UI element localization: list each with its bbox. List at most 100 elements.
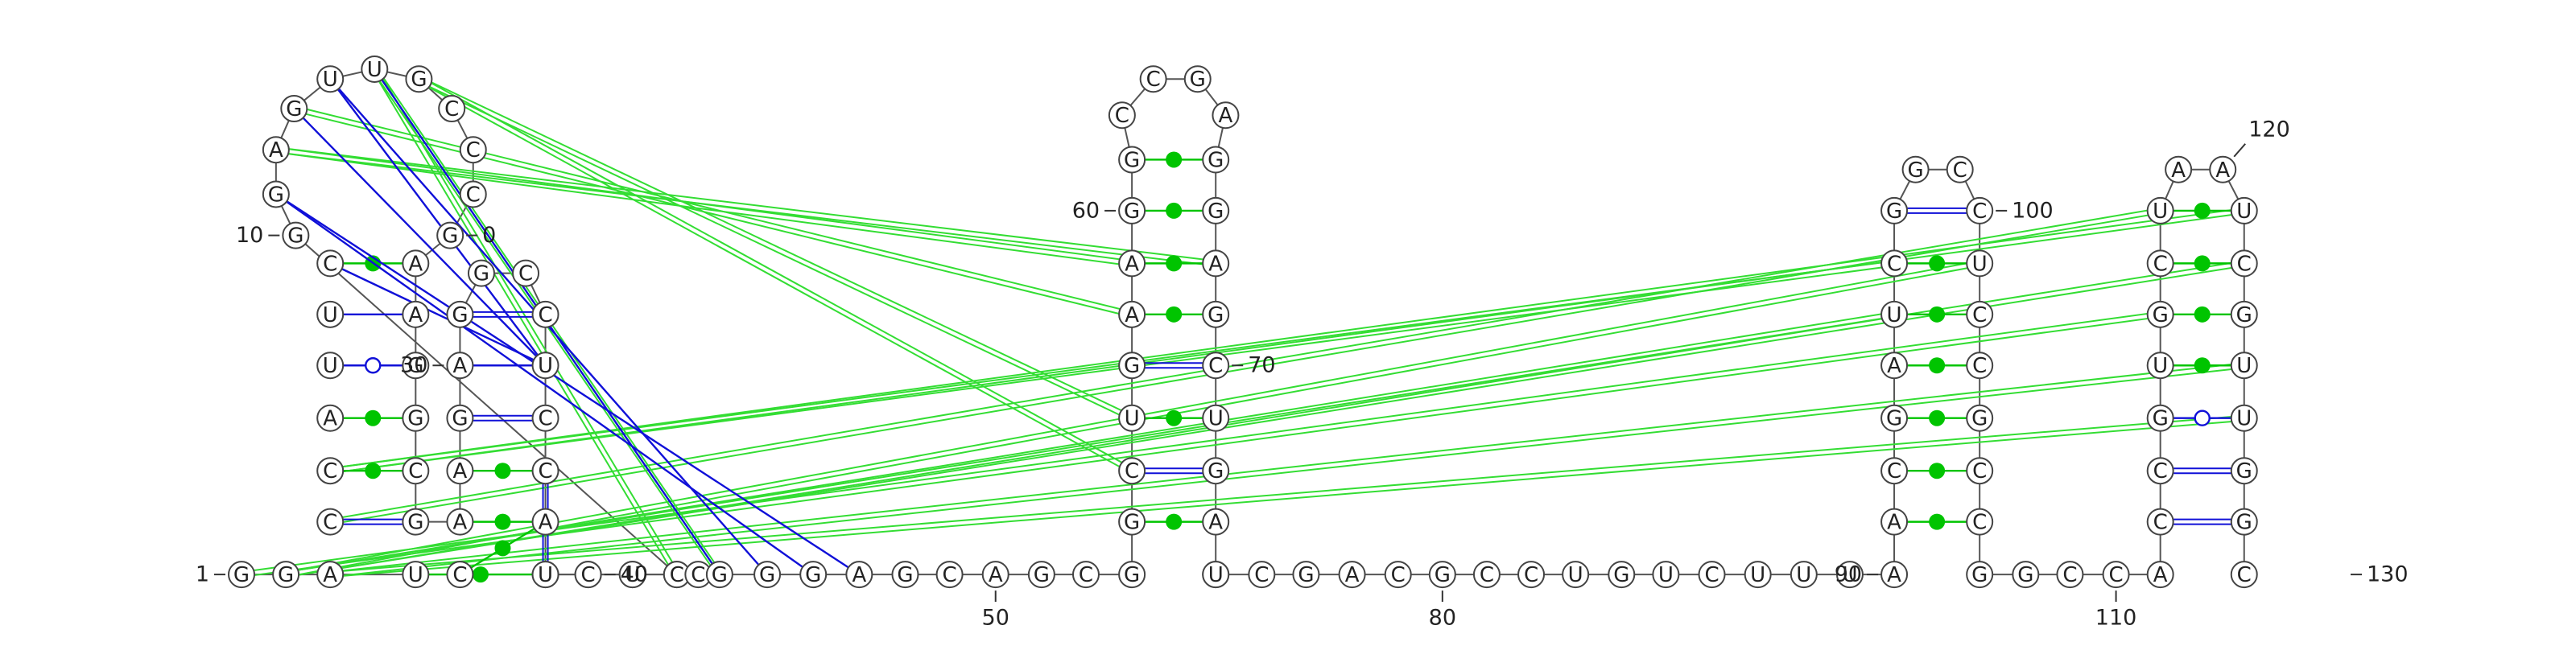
position-label: 130 [2367,562,2409,587]
nucleotide-letter: G [233,563,250,587]
noncanonical-pair-marker [2194,357,2211,374]
nucleotide-letter: A [453,354,468,378]
nucleotide [1139,65,1167,93]
long-range-pair [329,262,547,367]
nucleotide-letter: A [1887,354,1901,378]
nucleotide [1966,300,1994,328]
nucleotide [2146,196,2174,224]
nucleotide-letter: C [452,563,467,587]
nucleotide-letter: C [691,563,705,587]
nucleotide-letter: A [1208,252,1223,276]
nucleotide-letter: C [466,183,481,207]
nucleotide [2230,352,2258,380]
nucleotide-letter: A [1345,563,1360,587]
nucleotide-letter: A [269,138,283,163]
nucleotide [1880,300,1909,328]
nucleotide [402,352,430,380]
nucleotide [1517,561,1546,589]
nucleotide-letter: U [538,354,553,378]
nucleotide-letter: U [1208,407,1224,431]
nucleotide [1027,561,1055,589]
nucleotide [531,404,559,432]
nucleotide [2146,249,2174,278]
nucleotide-letter: G [407,511,423,535]
nucleotide [446,561,474,589]
noncanonical-pair-marker [494,540,511,557]
nucleotide [446,300,474,328]
nucleotide [1652,561,1680,589]
nucleotide-letter: C [538,407,552,431]
nucleotide-letter: A [2215,158,2230,183]
noncanonical-pair-marker [1166,513,1183,530]
noncanonical-pair-marker [1929,513,1946,530]
nucleotide [1202,352,1230,380]
pseudoknot-interaction [241,311,2161,574]
nucleotide [1118,196,1146,224]
nucleotide [1384,561,1412,589]
nucleotide [2146,457,2174,485]
nucleotide-letter: G [2017,563,2033,587]
nucleotide [2230,196,2258,224]
nucleotide [618,561,646,589]
nucleotide-letter: U [2236,407,2252,431]
nucleotide-letter: G [712,563,728,587]
nucleotide-letter: C [2237,563,2252,587]
nucleotide [1428,561,1456,589]
nucleotide [2230,300,2258,328]
nucleotide-letter: G [1208,459,1224,483]
nucleotide [467,259,495,287]
nucleotide-letter: A [1219,104,1233,128]
nucleotide-letter: G [411,68,427,92]
nucleotide [1202,508,1230,536]
nucleotide [262,136,290,164]
nucleotide-letter: C [444,97,459,121]
nucleotide [316,561,345,589]
nucleotide-letter: C [1972,303,1987,327]
nucleotide [1880,352,1909,380]
nucleotide-letter: U [1972,252,1988,276]
pseudoknot-interaction [330,212,2161,525]
nucleotide [531,457,559,485]
nucleotide [1202,457,1230,485]
nucleotide-letter: G [2236,511,2252,535]
gu-pair-marker [2194,409,2211,426]
nucleotide-letter: U [1658,563,1674,587]
nucleotide [316,404,345,432]
position-label: 40 [621,562,648,587]
nucleotide-letter: G [407,407,423,431]
long-range-pair [329,78,547,366]
nucleotide [705,561,733,589]
nucleotide [282,221,310,249]
nucleotide-letter: G [1298,563,1314,587]
nucleotide [531,508,559,536]
nucleotide [459,180,487,208]
pseudoknot-interaction [376,67,680,574]
nucleotide-letter: U [2153,354,2168,378]
nucleotide-letter: G [1034,563,1050,587]
nucleotide-letter: C [2153,511,2168,535]
nucleotide-letter: G [1124,148,1140,172]
nucleotide-letter: A [453,511,468,535]
noncanonical-pair-marker [472,566,489,583]
nucleotide-letter: C [1972,200,1987,224]
nucleotide [2230,561,2258,589]
nucleotide-letter: U [367,58,382,82]
nucleotide-letter: A [852,563,866,587]
pseudoknot-interaction [417,80,1132,422]
nucleotide-letter: A [1125,303,1139,327]
nucleotide [1202,249,1230,278]
nucleotide-letter: U [408,563,423,587]
nucleotide [1698,561,1726,589]
nucleotide [1202,561,1230,589]
nucleotide [845,561,873,589]
nucleotide-letter: U [1887,303,1902,327]
pseudoknot-interaction [330,367,2245,578]
noncanonical-pair-marker [365,463,382,479]
nucleotide [2102,561,2130,589]
nucleotide-letter: G [278,563,294,587]
position-label: 70 [1248,353,1275,378]
nucleotide-letter: C [2153,252,2168,276]
nucleotide-letter: U [1842,563,1857,587]
nucleotide [1118,146,1146,174]
gu-pair-marker [365,357,382,374]
